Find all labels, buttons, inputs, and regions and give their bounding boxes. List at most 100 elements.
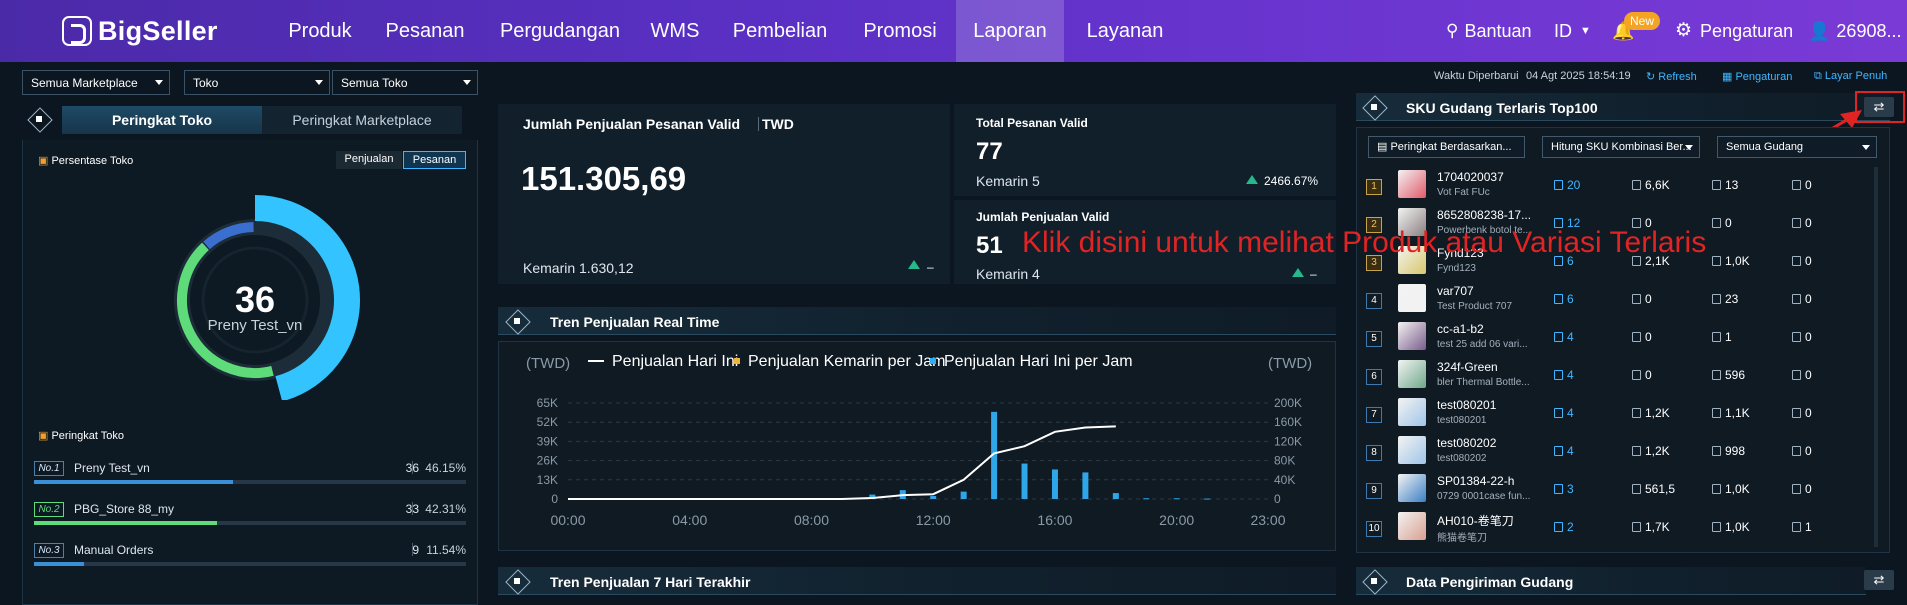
nav-item-layanan[interactable]: Layanan (1086, 20, 1164, 42)
donut-segments (177, 195, 360, 400)
ranking-row[interactable]: No.3 Manual Orders 9 11.54% (34, 543, 466, 567)
sku-rank: 2 (1366, 217, 1382, 233)
valid-sales-kpi-value: 51 (976, 232, 1003, 259)
sku-metric-a[interactable]: 4 (1554, 368, 1574, 382)
weekly-section-title: Tren Penjualan 7 Hari Terakhir (550, 574, 751, 590)
metric-icon (1632, 370, 1641, 380)
sku-metric-value: 0 (1645, 330, 1652, 344)
notification-bell[interactable]: 🔔 (1612, 0, 1634, 62)
valid-sales-kpi-yesterday: Kemarin 4 (976, 266, 1040, 282)
sku-metric-b: 6,6K (1632, 178, 1670, 192)
sku-metric-value: 2 (1567, 520, 1574, 534)
metric-icon (1792, 370, 1801, 380)
sku-row[interactable]: 4 var707 Test Product 707 6 0 23 0 (1366, 284, 1874, 322)
sku-code: cc-a1-b2 (1437, 322, 1484, 336)
sku-metric-a[interactable]: 3 (1554, 482, 1574, 496)
grid-icon: ▦ (1722, 71, 1736, 83)
sku-rank: 8 (1366, 445, 1382, 461)
nav-item-wms[interactable]: WMS (650, 20, 700, 42)
user-id: 26908... (1836, 21, 1902, 41)
sku-row[interactable]: 8 test080202 test080202 4 1,2K 998 0 (1366, 436, 1874, 474)
sku-product-name: Fynd123 (1437, 263, 1476, 274)
swap-icon[interactable]: ⇄ (1864, 97, 1894, 117)
product-thumbnail[interactable] (1398, 512, 1426, 540)
sku-metric-value: 0 (1805, 406, 1812, 420)
y-right-tick: 120K (1274, 434, 1302, 448)
nav-item-produk[interactable]: Produk (288, 20, 352, 42)
product-thumbnail[interactable] (1398, 246, 1426, 274)
sku-metric-a[interactable]: 4 (1554, 406, 1574, 420)
bigseller-logo[interactable]: BigSeller (62, 14, 218, 48)
language-selector[interactable]: ID ▼ (1554, 0, 1591, 62)
sku-metric-a[interactable]: 12 (1554, 216, 1580, 230)
sku-count-select[interactable]: Hitung SKU Kombinasi Ber... (1542, 136, 1700, 158)
shop-select[interactable]: Semua Toko (332, 70, 478, 95)
product-thumbnail[interactable] (1398, 398, 1426, 426)
section-marker-icon (26, 106, 52, 132)
fullscreen-button[interactable]: ⧉ Layar Penuh (1814, 70, 1887, 83)
sku-sort-select[interactable]: ▤ Peringkat Berdasarkan... (1368, 136, 1525, 158)
sku-row[interactable]: 6 324f-Green bler Thermal Bottle... 4 0 596 0 (1366, 360, 1874, 398)
metric-icon (1792, 256, 1801, 266)
toggle-sales[interactable]: Penjualan (336, 151, 402, 169)
sku-metric-a[interactable]: 6 (1554, 292, 1574, 306)
x-tick: 23:00 (1250, 512, 1285, 528)
product-thumbnail[interactable] (1398, 284, 1426, 312)
product-thumbnail[interactable] (1398, 360, 1426, 388)
sku-metric-a[interactable]: 6 (1554, 254, 1574, 268)
tab-shop-ranking[interactable]: Peringkat Toko (62, 106, 262, 134)
swap-icon[interactable]: ⇄ (1864, 570, 1894, 590)
toggle-orders[interactable]: Pesanan (403, 151, 466, 169)
product-thumbnail[interactable] (1398, 208, 1426, 236)
sku-row[interactable]: 3 Fynd123 Fynd123 6 2,1K 1,0K 0 (1366, 246, 1874, 284)
nav-item-pembelian[interactable]: Pembelian (732, 20, 828, 42)
warehouse-select[interactable]: Semua Gudang (1717, 136, 1877, 158)
donut-segment (177, 242, 274, 378)
nav-item-pesanan[interactable]: Pesanan (385, 20, 465, 42)
user-menu[interactable]: 👤 26908... (1808, 0, 1901, 62)
legend-label: Penjualan Hari Ini (612, 353, 738, 370)
help-link[interactable]: ⚲ Bantuan (1446, 0, 1532, 62)
sku-list-scrollbar[interactable] (1874, 167, 1878, 547)
product-thumbnail[interactable] (1398, 436, 1426, 464)
sku-row[interactable]: 5 cc-a1-b2 test 25 add 06 vari... 4 0 1 0 (1366, 322, 1874, 360)
product-thumbnail[interactable] (1398, 322, 1426, 350)
rank-percentage: 46.15% (425, 461, 466, 475)
tab-marketplace-ranking[interactable]: Peringkat Marketplace (262, 106, 462, 134)
sales-kpi-title: Jumlah Penjualan Pesanan Valid (523, 116, 741, 132)
marketplace-select[interactable]: Semua Marketplace (22, 70, 170, 95)
shop-type-select[interactable]: Toko (184, 70, 330, 95)
nav-item-pergudangan[interactable]: Pergudangan (499, 20, 621, 42)
realtime-chart-panel (498, 341, 1336, 551)
sku-metric-value: 13 (1725, 178, 1739, 192)
legend-label: Penjualan Hari Ini per Jam (944, 353, 1133, 370)
sku-row[interactable]: 2 8652808238-17... Powerbenk botol te... 12… (1366, 208, 1874, 246)
left-axis-unit: (TWD) (526, 355, 570, 372)
rank-shop-name: Manual Orders (74, 543, 154, 557)
sku-metric-a[interactable]: 4 (1554, 444, 1574, 458)
sku-row[interactable]: 9 SP01384-22-h 0729 0001case fun... 3 561,5 1… (1366, 474, 1874, 512)
x-tick: 00:00 (550, 512, 585, 528)
sku-metric-a[interactable]: 20 (1554, 178, 1580, 192)
settings-button-label: Pengaturan (1735, 71, 1793, 83)
refresh-label: Refresh (1658, 71, 1697, 83)
metric-icon (1632, 446, 1641, 456)
product-thumbnail[interactable] (1398, 474, 1426, 502)
metric-icon (1554, 294, 1563, 304)
refresh-button[interactable]: ↻ Refresh (1646, 70, 1697, 83)
metric-icon (1632, 408, 1641, 418)
sku-metric-c: 1,1K (1712, 406, 1750, 420)
nav-item-laporan[interactable]: Laporan (956, 0, 1064, 62)
settings-button[interactable]: ▦ Pengaturan (1722, 70, 1792, 83)
sku-metric-b: 0 (1632, 216, 1652, 230)
sku-row[interactable]: 7 test080201 test080201 4 1,2K 1,1K 0 (1366, 398, 1874, 436)
sku-row[interactable]: 10 AH010-卷笔刀 熊猫卷笔刀 2 1,7K 1,0K 1 (1366, 512, 1874, 550)
sku-row[interactable]: 1 1704020037 Vot Fat FUc 20 6,6K 13 0 (1366, 170, 1874, 208)
sku-metric-a[interactable]: 2 (1554, 520, 1574, 534)
nav-item-promosi[interactable]: Promosi (863, 20, 937, 42)
settings-link[interactable]: ⚙ Pengaturan (1675, 0, 1793, 62)
sku-metric-a[interactable]: 4 (1554, 330, 1574, 344)
product-thumbnail[interactable] (1398, 170, 1426, 198)
